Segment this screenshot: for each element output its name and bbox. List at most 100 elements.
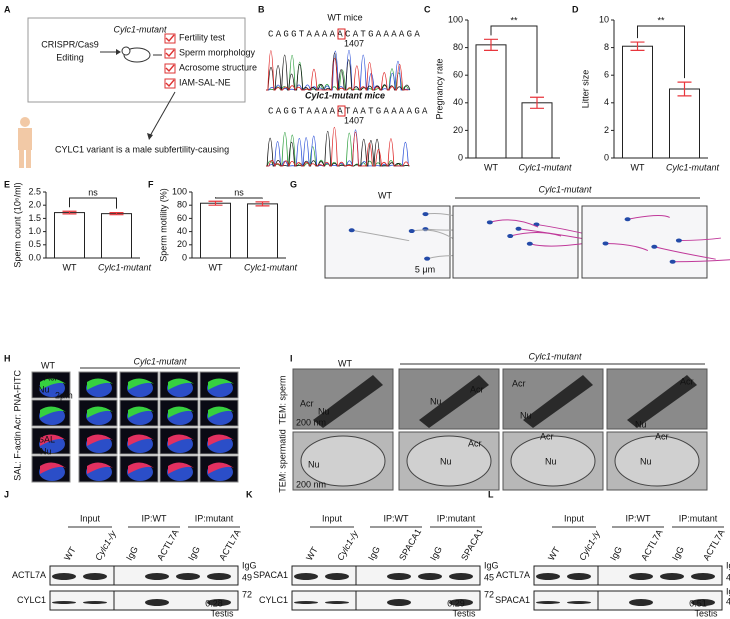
sperm-tail: [510, 232, 562, 237]
bar: [669, 88, 700, 159]
label: Acr: [680, 376, 694, 386]
label: Acr: [468, 438, 482, 448]
acrosome: [40, 434, 66, 446]
label: 0.51: [689, 598, 707, 608]
bar: [521, 102, 553, 159]
lane-label: Cylc1-/y: [93, 529, 118, 563]
row-label: Acr: PNA-FITC: [12, 370, 22, 430]
label: WT: [338, 358, 352, 368]
y-tick-label: 20: [453, 125, 463, 135]
lane-label: SPACA1: [459, 527, 485, 562]
label: IP:mutant: [195, 513, 234, 523]
panel-letter: K: [246, 489, 253, 499]
y-tick-label: 0: [458, 152, 463, 162]
chromatogram: [266, 50, 409, 91]
panel-letter: B: [258, 4, 265, 14]
label: Nu: [440, 456, 452, 466]
band: [691, 599, 715, 606]
check: [165, 64, 175, 73]
label: Testis: [694, 608, 718, 618]
mouse-head: [121, 46, 131, 56]
band: [536, 573, 560, 580]
label: IgG: [726, 560, 730, 570]
sperm-tail: [605, 242, 649, 251]
acrosome: [168, 378, 194, 390]
band: [418, 573, 442, 580]
x-tick-label: Cylc1-mutant: [98, 262, 152, 272]
acrosome: [128, 434, 154, 446]
nucleus-section: [406, 435, 492, 487]
y-axis-label: Sperm motility (%): [158, 188, 168, 262]
acrosome: [208, 434, 234, 446]
y-tick-label: 8: [604, 42, 609, 52]
y-tick-label: 0.5: [28, 239, 41, 249]
label: Fertility test: [179, 32, 226, 42]
band: [691, 573, 715, 580]
label: ACTL7A: [12, 570, 46, 580]
y-tick-label: 10: [599, 14, 609, 24]
bar: [475, 44, 507, 159]
sequence: CAGGTAAAAACATGAAAAGA: [268, 29, 422, 39]
sperm-tail: [627, 215, 670, 220]
sperm-tail: [678, 237, 721, 242]
bracket: [215, 197, 263, 199]
label: Nu: [520, 410, 532, 420]
label: IP:WT: [384, 513, 409, 523]
band: [449, 599, 473, 606]
x-tick-label: Cylc1-mutant: [518, 162, 572, 172]
check-box: [164, 78, 176, 89]
panel-letter: G: [290, 179, 297, 189]
label: 72: [484, 589, 494, 599]
panel-letter: C: [424, 4, 431, 14]
sperm-head: [507, 234, 514, 239]
check-box: [164, 48, 176, 59]
label: Acr: [655, 431, 669, 441]
label: Acrosome structure: [179, 62, 257, 72]
nucleus-section: [614, 435, 700, 487]
error-bar: [630, 41, 645, 51]
panel-letter: F: [148, 179, 154, 189]
lane-label: ACTL7A: [217, 528, 243, 562]
lane-label: WT: [62, 545, 78, 563]
lane-label: WT: [304, 545, 320, 563]
lane-label: IgG: [670, 545, 686, 563]
sperm-section: [419, 375, 489, 428]
label: WT mice: [327, 12, 362, 22]
label: Cylc1-mutant: [538, 184, 592, 194]
band: [449, 573, 473, 580]
label: Nu: [40, 446, 52, 456]
acrosome: [87, 434, 113, 446]
label: 45: [726, 596, 730, 606]
label: IP:mutant: [679, 513, 718, 523]
y-tick-label: 6: [604, 70, 609, 80]
error-bar: [62, 210, 77, 215]
lane-label: SPACA1: [397, 527, 423, 562]
label: 0.29: [447, 598, 465, 608]
label: IAM-SAL-NE: [179, 77, 231, 87]
sperm-section: [313, 375, 383, 428]
person-head: [20, 117, 30, 127]
check: [165, 49, 175, 58]
acrosome: [208, 406, 234, 418]
bracket: [69, 197, 117, 209]
nucleus-section: [300, 435, 386, 487]
panel-letter: L: [488, 489, 494, 499]
blot: [291, 590, 481, 611]
label: Nu: [635, 419, 647, 429]
blot: [49, 565, 239, 586]
acrosome: [40, 406, 66, 418]
blot: [533, 565, 723, 586]
y-tick-label: 40: [453, 97, 463, 107]
y-tick-label: 1.5: [28, 213, 41, 223]
blot: [533, 590, 723, 611]
label: Nu: [640, 456, 652, 466]
label: Cylc1-mutant: [113, 24, 167, 34]
sperm-section: [523, 375, 593, 428]
label: SAL: [38, 434, 55, 444]
y-axis-label: Litter size: [580, 70, 590, 109]
arrow-head: [147, 133, 153, 140]
sperm-head: [515, 226, 522, 231]
label: Nu: [545, 456, 557, 466]
label: IP:WT: [142, 513, 167, 523]
